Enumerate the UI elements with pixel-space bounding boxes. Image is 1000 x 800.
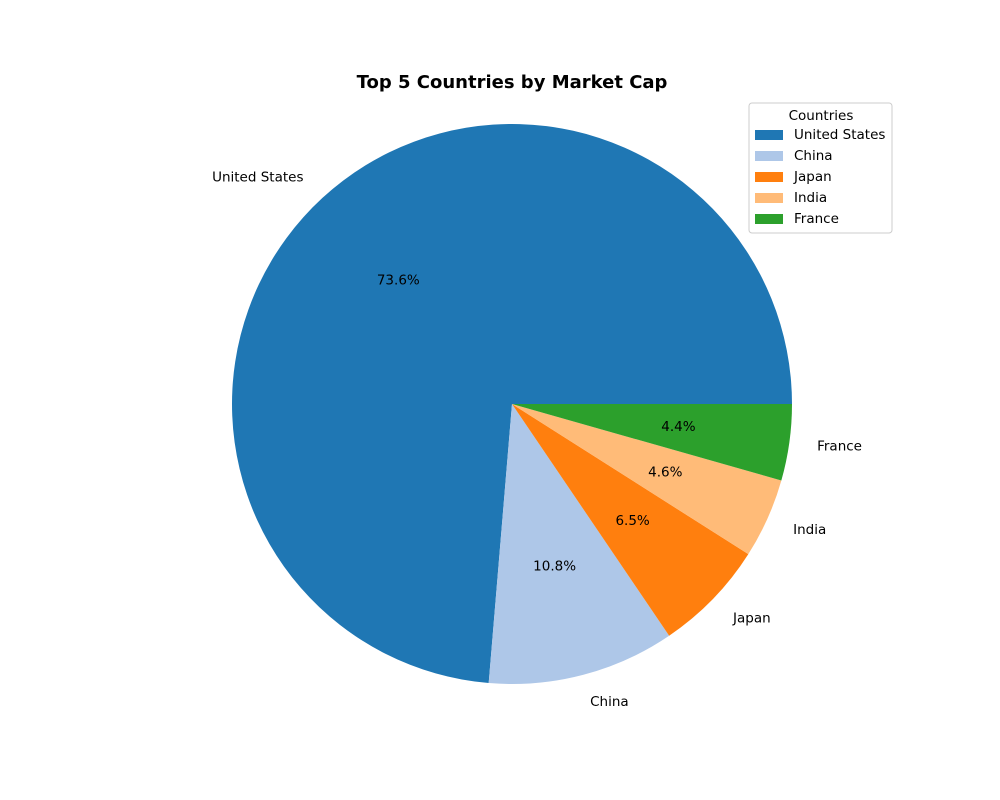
pie-slices (232, 124, 792, 685)
legend-label-china: China (794, 148, 833, 164)
percent-label-china: 10.8% (533, 559, 576, 575)
category-label-france: France (817, 439, 862, 455)
legend-label-japan: Japan (793, 169, 832, 185)
pie-slice-japan (512, 404, 749, 636)
legend-title: Countries (789, 108, 854, 124)
category-label-india: India (793, 522, 826, 538)
pie-slice-france (512, 404, 792, 481)
pie-slice-india (512, 404, 782, 555)
chart-title: Top 5 Countries by Market Cap (357, 72, 668, 93)
category-label-united-states: United States (212, 169, 303, 185)
legend-swatch-china (755, 151, 783, 161)
percent-labels: 73.6% 10.8% 6.5% 4.6% 4.4% (377, 272, 696, 574)
legend-label-united-states: United States (794, 127, 885, 143)
category-label-china: China (590, 694, 629, 710)
legend-frame (748, 102, 893, 234)
category-labels: United States China Japan India France (212, 169, 862, 710)
pie-slice-china (488, 404, 670, 685)
legend-swatch-united-states (755, 130, 783, 140)
pie-slice-united-states (232, 124, 792, 684)
legend-label-france: France (794, 211, 839, 227)
legend: Countries United States China Japan India Fr… (748, 102, 893, 234)
legend-swatch-france (755, 214, 783, 224)
legend-swatch-india (755, 193, 783, 203)
percent-label-france: 4.4% (661, 419, 695, 435)
legend-label-india: India (794, 190, 827, 206)
legend-swatch-japan (755, 172, 783, 182)
category-label-japan: Japan (732, 611, 771, 627)
percent-label-japan: 6.5% (615, 513, 649, 529)
percent-label-india: 4.6% (648, 465, 682, 481)
percent-label-united-states: 73.6% (377, 272, 420, 288)
legend-items: United States China Japan India France (755, 127, 885, 227)
